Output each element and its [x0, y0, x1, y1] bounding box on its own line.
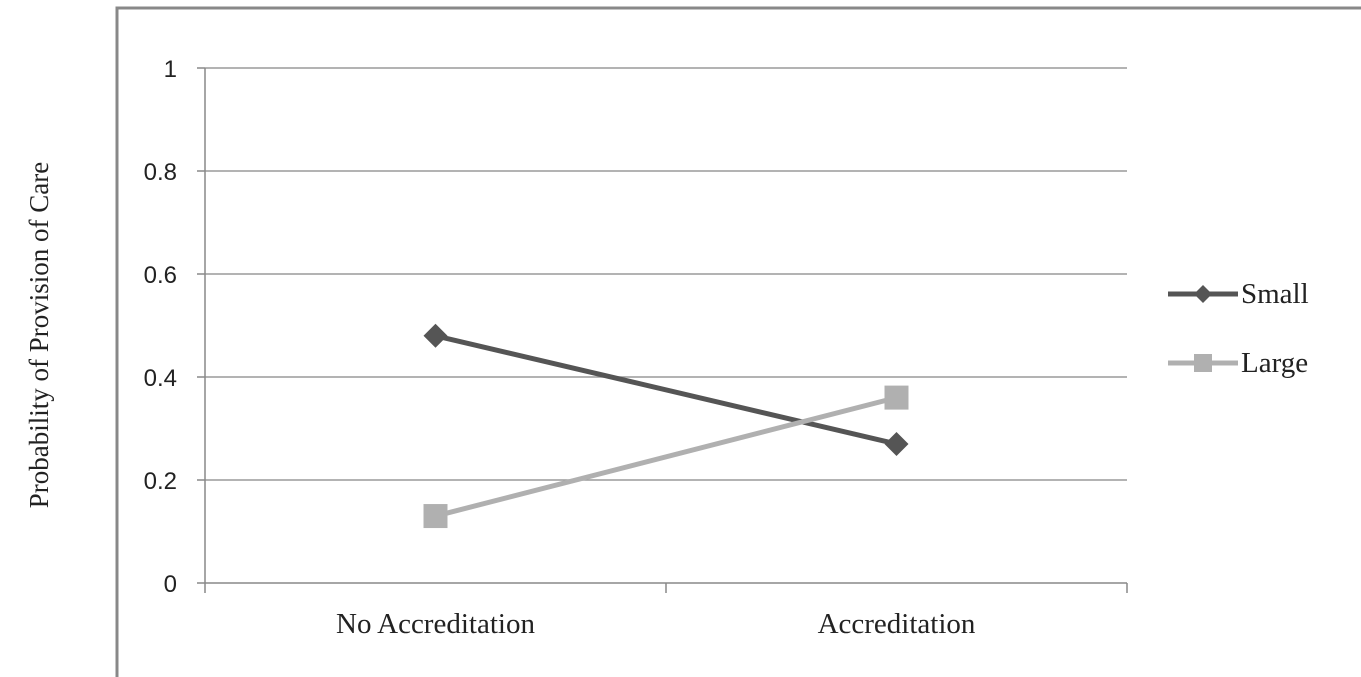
axes [197, 67, 1128, 593]
series [423, 323, 909, 529]
data-point [423, 504, 448, 529]
legend-marker [1194, 354, 1212, 372]
legend-label: Large [1241, 347, 1308, 379]
y-tick-label: 0.2 [144, 468, 177, 495]
y-tick-label: 0.8 [144, 159, 177, 186]
legend-label: Small [1241, 278, 1309, 310]
x-tick-label: Accreditation [818, 608, 976, 640]
x-tick-label: No Accreditation [336, 608, 535, 640]
series-large [423, 385, 909, 529]
data-point [884, 431, 909, 456]
y-tick-label: 0 [164, 571, 177, 598]
gridlines [205, 67, 1127, 481]
series-small [423, 323, 909, 456]
y-tick-label: 0.4 [144, 365, 177, 392]
data-point [884, 385, 909, 410]
y-tick-labels: 0 0.2 0.4 0.6 0.8 1 [144, 56, 177, 598]
legend-marker [1194, 285, 1212, 303]
y-axis-title: Probability of Provision of Care [24, 162, 54, 508]
legend-item-small: Small [1168, 278, 1309, 310]
series-line [434, 395, 898, 519]
chart-frame [115, 6, 1361, 677]
series-line [434, 333, 898, 447]
data-point [423, 323, 448, 348]
x-tick-labels: No Accreditation Accreditation [336, 608, 976, 640]
legend: Small Large [1168, 278, 1309, 379]
legend-item-large: Large [1168, 347, 1308, 379]
y-tick-label: 1 [164, 56, 177, 83]
y-tick-label: 0.6 [144, 262, 177, 289]
